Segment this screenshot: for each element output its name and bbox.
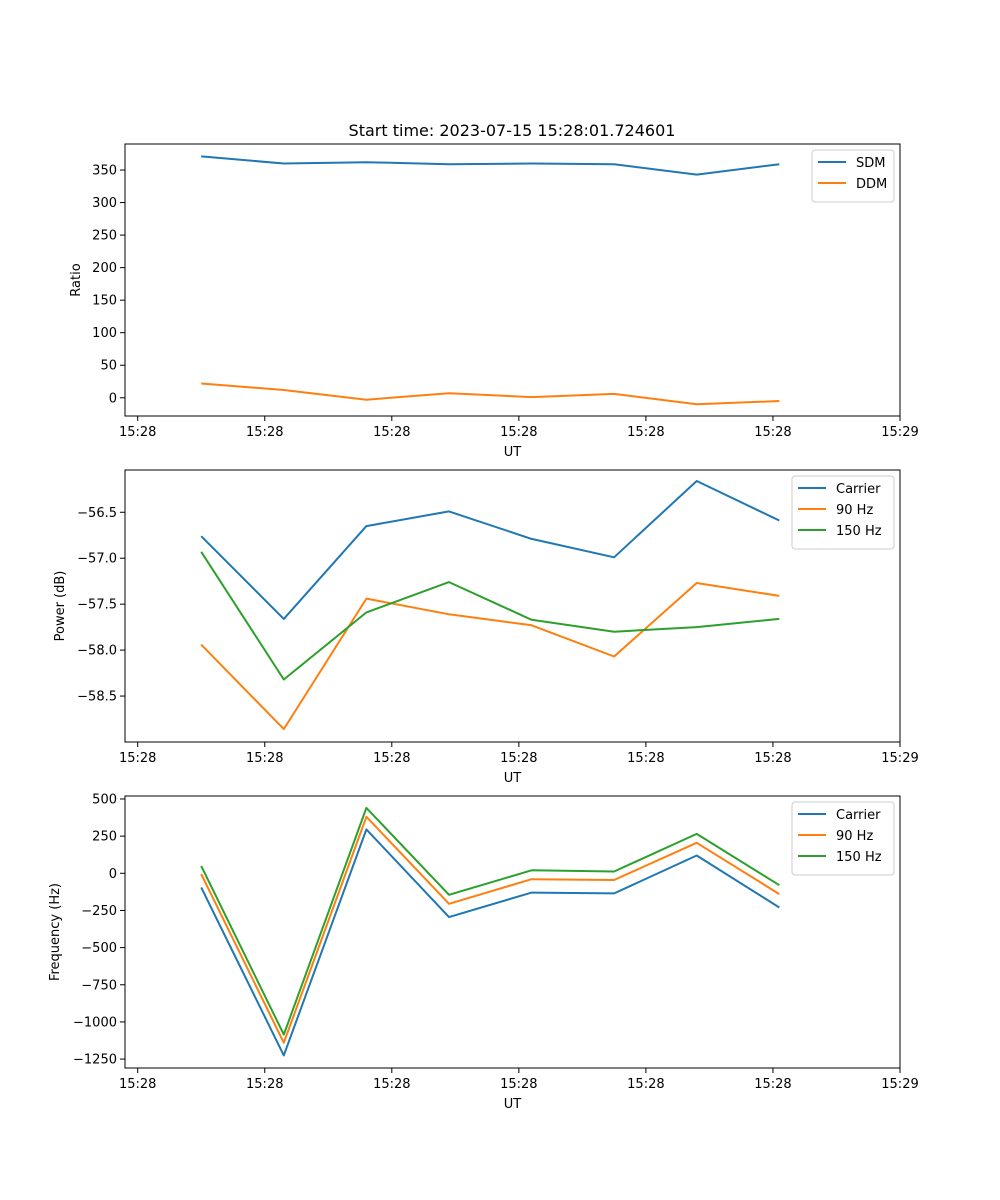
legend-label: 90 Hz	[836, 829, 873, 844]
y-tick-label: −57.5	[77, 598, 117, 613]
y-tick-label: −1000	[73, 1015, 117, 1030]
series-line-90-hz	[200, 582, 780, 731]
y-tick-label: −500	[81, 941, 117, 956]
subplot-3: 15:28 15:28 15:28 15:28 15:28 15:28 15:29 UT −12…	[48, 792, 919, 1112]
y-tick-label: 100	[92, 326, 117, 341]
legend-label: Carrier	[836, 482, 881, 497]
x-tick-label: 15:28	[246, 1077, 283, 1092]
y-tick-label: 250	[92, 229, 117, 244]
y-tick-label: 150	[92, 294, 117, 309]
x-axis-label: UT	[504, 1097, 522, 1112]
axes-frame	[124, 795, 901, 1069]
y-tick-label: −58.5	[77, 690, 117, 705]
x-tick-label: 15:29	[881, 425, 918, 440]
legend: Carrier 90 Hz 150 Hz	[791, 475, 895, 550]
x-tick-label: 15:29	[881, 751, 918, 766]
y-tick-label: −58.0	[77, 644, 117, 659]
y-tick-label: −1250	[73, 1053, 117, 1068]
x-tick-label: 15:28	[754, 751, 791, 766]
y-tick-label: 0	[109, 867, 117, 882]
y-tick-label: 250	[92, 830, 117, 845]
y-tick-label: 200	[92, 261, 117, 276]
x-tick-label: 15:28	[754, 425, 791, 440]
x-axis-label: UT	[504, 445, 522, 460]
x-tick-label: 15:28	[119, 425, 156, 440]
legend-label: 150 Hz	[836, 850, 882, 865]
x-tick-label: 15:28	[627, 1077, 664, 1092]
y-axis-label: Frequency (Hz)	[48, 883, 63, 981]
legend-label: DDM	[856, 177, 887, 192]
legend-label: 150 Hz	[836, 524, 882, 539]
x-tick-label: 15:28	[754, 1077, 791, 1092]
legend-label: 90 Hz	[836, 503, 873, 518]
x-tick-label: 15:28	[119, 1077, 156, 1092]
x-tick-label: 15:28	[119, 751, 156, 766]
x-tick-label: 15:28	[500, 1077, 537, 1092]
y-tick-label: 0	[109, 391, 117, 406]
y-tick-label: 500	[92, 792, 117, 807]
legend-label: Carrier	[836, 808, 881, 823]
y-tick-label: 50	[100, 359, 117, 374]
series-line-sdm	[201, 155, 780, 176]
legend: Carrier 90 Hz 150 Hz	[791, 801, 895, 876]
figure-title: Start time: 2023-07-15 15:28:01.724601	[349, 121, 676, 140]
subplot-1: 15:28 15:28 15:28 15:28 15:28 15:28 15:29 UT 0 50…	[69, 143, 919, 460]
y-tick-label: −56.5	[77, 506, 117, 521]
y-tick-label: 300	[92, 196, 117, 211]
x-tick-label: 15:28	[627, 751, 664, 766]
y-tick-label: −250	[81, 904, 117, 919]
x-tick-label: 15:28	[500, 425, 537, 440]
series-line-ddm	[201, 382, 780, 406]
x-tick-label: 15:28	[627, 425, 664, 440]
y-axis-label: Ratio	[69, 263, 84, 296]
x-tick-label: 15:28	[373, 1077, 410, 1092]
x-tick-label: 15:28	[246, 425, 283, 440]
x-tick-label: 15:28	[373, 425, 410, 440]
axes-frame	[124, 469, 901, 743]
x-tick-label: 15:28	[373, 751, 410, 766]
legend: SDM DDM	[811, 149, 895, 203]
y-tick-label: −750	[81, 978, 117, 993]
y-axis-label: Power (dB)	[53, 571, 68, 642]
series-line-90-hz	[200, 815, 780, 1044]
y-tick-label: −57.0	[77, 552, 117, 567]
legend-label: SDM	[856, 156, 885, 171]
series-line-150-hz	[200, 551, 780, 681]
x-tick-label: 15:29	[881, 1077, 918, 1092]
axes-frame	[124, 143, 901, 417]
x-tick-label: 15:28	[246, 751, 283, 766]
y-tick-label: 350	[92, 164, 117, 179]
subplot-2: 15:28 15:28 15:28 15:28 15:28 15:28 15:29 UT −58…	[53, 469, 919, 786]
series-line-carrier	[200, 480, 780, 620]
x-tick-label: 15:28	[500, 751, 537, 766]
x-axis-label: UT	[504, 771, 522, 786]
series-line-150-hz	[200, 806, 780, 1036]
series-line-carrier	[200, 828, 780, 1057]
